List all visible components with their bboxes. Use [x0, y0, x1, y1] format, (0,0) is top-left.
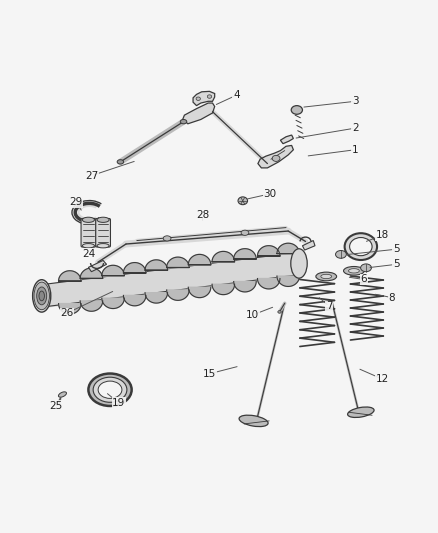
Ellipse shape: [316, 272, 337, 281]
Text: 28: 28: [196, 211, 209, 221]
Ellipse shape: [350, 238, 372, 256]
Text: 8: 8: [389, 293, 395, 303]
Text: 29: 29: [70, 198, 83, 207]
Ellipse shape: [82, 244, 95, 248]
Text: 18: 18: [376, 230, 389, 240]
Polygon shape: [183, 103, 215, 124]
Ellipse shape: [82, 217, 95, 222]
Polygon shape: [167, 290, 189, 300]
Ellipse shape: [291, 106, 303, 114]
Ellipse shape: [321, 274, 332, 279]
Ellipse shape: [37, 287, 47, 305]
Polygon shape: [145, 293, 168, 303]
Ellipse shape: [291, 249, 307, 278]
FancyBboxPatch shape: [81, 219, 96, 247]
Ellipse shape: [88, 374, 132, 406]
Text: 15: 15: [203, 369, 216, 379]
Ellipse shape: [98, 381, 122, 398]
Ellipse shape: [207, 95, 212, 98]
Polygon shape: [277, 243, 300, 254]
Ellipse shape: [32, 280, 51, 312]
Polygon shape: [212, 284, 235, 295]
Text: 27: 27: [85, 171, 98, 181]
Text: 6: 6: [360, 274, 367, 285]
Ellipse shape: [180, 119, 187, 124]
Polygon shape: [188, 287, 211, 297]
Text: 19: 19: [112, 398, 125, 408]
Ellipse shape: [272, 155, 280, 161]
Text: 2: 2: [352, 123, 359, 133]
Ellipse shape: [278, 311, 281, 313]
Ellipse shape: [241, 230, 249, 236]
Ellipse shape: [58, 392, 67, 397]
Polygon shape: [193, 91, 215, 106]
Ellipse shape: [239, 415, 268, 426]
Ellipse shape: [39, 291, 44, 301]
Ellipse shape: [34, 282, 49, 310]
Ellipse shape: [93, 377, 127, 402]
FancyBboxPatch shape: [96, 219, 110, 247]
Ellipse shape: [349, 269, 359, 273]
Polygon shape: [258, 146, 293, 168]
Polygon shape: [124, 295, 146, 306]
Ellipse shape: [343, 266, 364, 275]
Ellipse shape: [117, 160, 124, 164]
Polygon shape: [88, 261, 106, 272]
Text: 26: 26: [60, 308, 74, 318]
Text: 4: 4: [233, 90, 240, 100]
Polygon shape: [124, 263, 146, 273]
Polygon shape: [80, 268, 102, 278]
Polygon shape: [80, 301, 102, 311]
Text: 10: 10: [246, 310, 259, 320]
Text: 3: 3: [352, 96, 359, 106]
Polygon shape: [145, 260, 168, 270]
Ellipse shape: [345, 233, 377, 260]
Text: 24: 24: [83, 248, 96, 259]
Polygon shape: [303, 240, 315, 250]
Polygon shape: [212, 252, 235, 262]
Ellipse shape: [238, 197, 247, 205]
Polygon shape: [59, 304, 81, 314]
Polygon shape: [59, 271, 81, 281]
Text: 1: 1: [352, 145, 359, 155]
Ellipse shape: [348, 407, 374, 417]
Ellipse shape: [97, 217, 109, 222]
Text: 30: 30: [264, 189, 276, 199]
Polygon shape: [167, 257, 189, 268]
Ellipse shape: [196, 97, 201, 100]
Text: 25: 25: [49, 401, 62, 411]
Polygon shape: [258, 279, 280, 289]
Ellipse shape: [163, 236, 171, 241]
Polygon shape: [277, 276, 300, 286]
Polygon shape: [280, 135, 293, 144]
Polygon shape: [234, 281, 256, 292]
Text: 12: 12: [375, 374, 389, 384]
Text: 5: 5: [393, 244, 399, 254]
Ellipse shape: [97, 244, 109, 248]
Ellipse shape: [336, 251, 346, 259]
Polygon shape: [102, 298, 124, 309]
Polygon shape: [102, 265, 124, 276]
Ellipse shape: [360, 264, 371, 272]
Polygon shape: [188, 254, 211, 265]
Text: 7: 7: [326, 301, 332, 311]
Text: 5: 5: [393, 260, 399, 269]
Polygon shape: [234, 249, 256, 259]
Polygon shape: [258, 246, 280, 256]
